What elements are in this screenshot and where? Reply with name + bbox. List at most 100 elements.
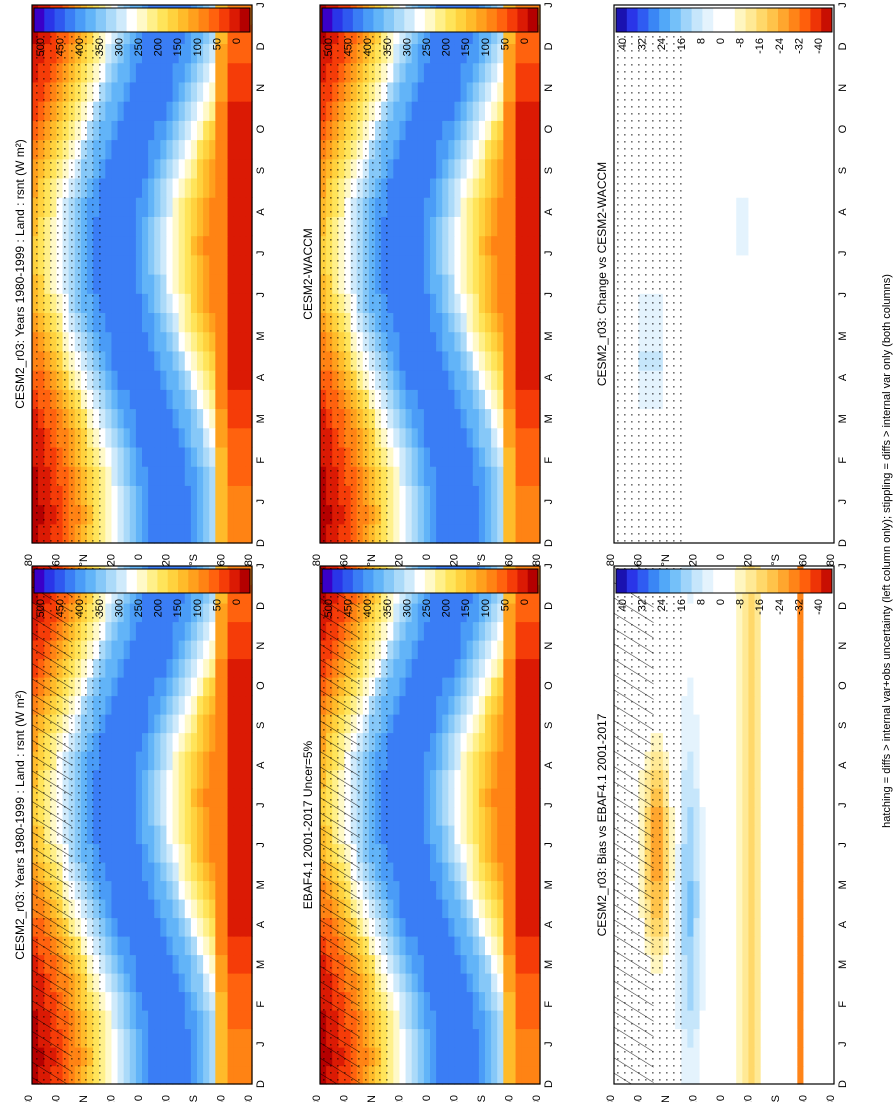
heatmap-cell [178, 139, 186, 160]
heatmap-cell [111, 216, 119, 237]
heatmap-cell [105, 973, 113, 993]
heatmap-cell [466, 1065, 474, 1085]
heatmap-cell [227, 973, 235, 993]
heatmap-cell [117, 158, 125, 179]
heatmap-cell [190, 1028, 198, 1048]
heatmap-cell [190, 1065, 198, 1085]
heatmap-cell [203, 603, 210, 623]
heatmap-cell [442, 769, 449, 789]
heatmap-cell [803, 991, 811, 1011]
heatmap-cell [417, 843, 425, 863]
colorbar-tick-label: 250 [421, 599, 433, 617]
heatmap-cell [436, 954, 443, 974]
heatmap-cell [730, 769, 737, 789]
heatmap-cell [417, 408, 425, 429]
heatmap-cell [233, 917, 241, 937]
heatmap-cell [827, 1010, 835, 1030]
heatmap-cell [239, 991, 247, 1011]
heatmap-cell [742, 862, 750, 882]
heatmap-cell [423, 677, 431, 697]
heatmap-cell [809, 1065, 817, 1085]
heatmap-cell [399, 936, 407, 956]
colorbar-swatch [352, 569, 364, 593]
heatmap-cell [221, 216, 229, 237]
heatmap-cell [117, 81, 125, 102]
heatmap-cell [221, 158, 229, 179]
heatmap-cell [111, 523, 119, 544]
heatmap-cell [239, 216, 247, 237]
heatmap-cell [417, 523, 425, 544]
heatmap-cell [693, 1010, 701, 1030]
heatmap-cell [478, 751, 486, 771]
heatmap-cell [105, 101, 113, 121]
heatmap-cell [221, 677, 229, 697]
heatmap-cell [178, 120, 186, 141]
heatmap-cell [472, 880, 480, 900]
heatmap-cell [233, 177, 241, 198]
colorbar-swatch [486, 8, 498, 32]
x-tick-label: D [543, 539, 555, 547]
heatmap-cell [227, 101, 235, 121]
heatmap-cell [430, 158, 437, 179]
heatmap-cell [209, 504, 216, 525]
x-tick-label: J [543, 842, 555, 848]
heatmap-cell [166, 806, 174, 826]
heatmap-cell [197, 139, 204, 160]
heatmap-cell [485, 24, 492, 45]
heatmap-cell [724, 973, 731, 993]
colorbar-swatch [435, 8, 446, 32]
heatmap-cell [160, 880, 168, 900]
heatmap-cell [430, 899, 437, 919]
heatmap-cell [405, 1065, 413, 1085]
heatmap-cell [111, 446, 119, 467]
heatmap-cell [148, 695, 155, 715]
heatmap-cell [430, 254, 437, 275]
heatmap-cell [227, 769, 235, 789]
heatmap-cell [785, 825, 792, 845]
heatmap-cell [393, 843, 401, 863]
heatmap-cell [227, 81, 235, 102]
heatmap-cell [803, 732, 811, 752]
heatmap-cell [797, 1028, 805, 1048]
heatmap-cell [711, 751, 719, 771]
heatmap-cell [466, 389, 474, 410]
heatmap-cell [129, 62, 137, 83]
heatmap-cell [509, 370, 517, 390]
heatmap-cell [766, 973, 774, 993]
heatmap-cell [423, 954, 431, 974]
heatmap-cell [190, 81, 198, 102]
heatmap-cell [503, 732, 511, 752]
heatmap-cell [521, 43, 529, 64]
heatmap-cell [190, 254, 198, 275]
heatmap-cell [803, 843, 811, 863]
heatmap-cell [442, 954, 449, 974]
heatmap-cell [436, 1065, 443, 1085]
heatmap-cell [166, 899, 174, 919]
heatmap-cell [827, 732, 835, 752]
heatmap-cell [436, 843, 443, 863]
heatmap-cell [527, 862, 535, 882]
heatmap-cell [411, 139, 419, 160]
y-tick-label: 60 [339, 1095, 351, 1102]
heatmap-cell [448, 658, 456, 678]
heatmap-cell [466, 714, 474, 734]
heatmap-cell [239, 523, 247, 544]
heatmap-cell [399, 603, 407, 623]
heatmap-cell [521, 293, 529, 314]
heatmap-cell [772, 732, 780, 752]
x-tick-label: A [543, 761, 555, 769]
heatmap-cell [472, 1047, 480, 1067]
heatmap-cell [472, 43, 480, 64]
heatmap-cell [221, 991, 229, 1011]
heatmap-cell [105, 621, 113, 641]
colorbar-swatch [64, 8, 76, 32]
heatmap-cell [803, 788, 811, 808]
heatmap-cell [803, 936, 811, 956]
heatmap-cell [821, 862, 829, 882]
heatmap-cell [497, 954, 504, 974]
heatmap-cell [129, 788, 137, 808]
heatmap-cell [399, 216, 407, 237]
heatmap-cell [515, 312, 523, 333]
y-tick-label: 0 [133, 554, 145, 560]
heatmap-cell [215, 640, 223, 660]
